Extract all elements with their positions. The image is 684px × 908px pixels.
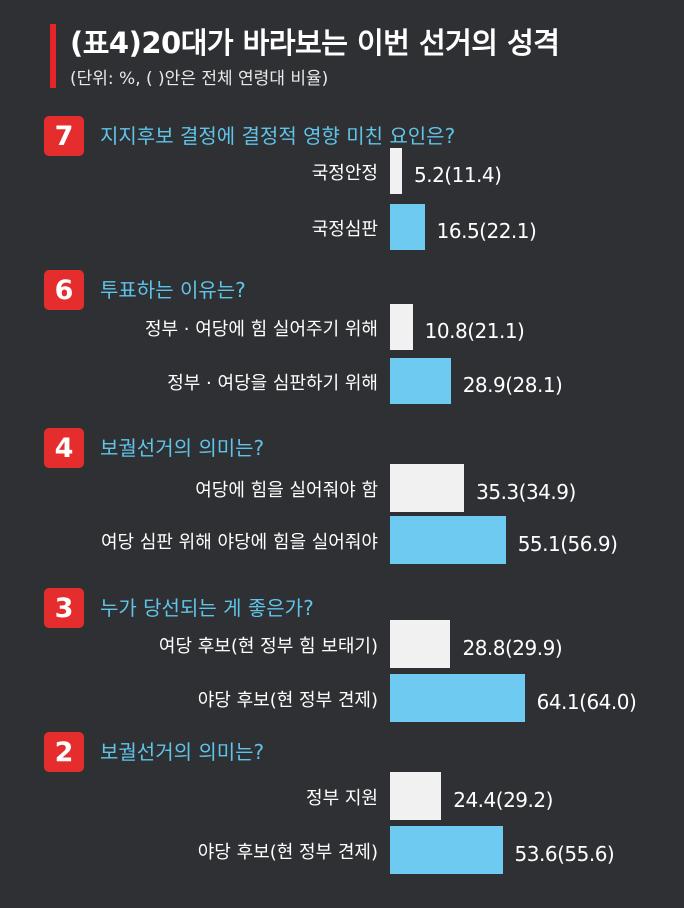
bar-blue (390, 826, 503, 874)
bar-gray (390, 148, 402, 194)
bar-blue (390, 358, 451, 404)
bar-value-label: 53.6(55.6) (514, 842, 615, 866)
bar-label: 야당 후보(현 정부 견제) (197, 690, 378, 711)
bar-value-label: 10.8(21.1) (424, 319, 525, 343)
question-number-badge: 2 (44, 732, 84, 772)
question-section: 2 보궐선거의 의미는? 정부 지원 24.4(29.2) 야당 후보(현 정부 견제)… (0, 732, 684, 874)
bar-value-label: 28.8(29.9) (462, 636, 563, 660)
bar-label: 정부 · 여당을 심판하기 위해 (167, 373, 378, 394)
bar-value-label: 35.3(34.9) (476, 480, 576, 504)
bar-label: 여당에 힘을 실어줘야 함 (195, 480, 378, 501)
question-text: 보궐선거의 의미는? (100, 436, 265, 460)
question-number-badge: 7 (44, 116, 84, 156)
bar-blue (390, 204, 425, 250)
bar-value-label: 5.2(11.4) (414, 163, 502, 187)
bar-value-label: 16.5(22.1) (436, 219, 537, 243)
question-text: 지지후보 결정에 결정적 영향 미친 요인은? (100, 124, 456, 148)
bar-gray (390, 304, 413, 350)
bar-label: 여당 심판 위해 야당에 힘을 실어줘야 (100, 532, 378, 553)
bar-gray (390, 464, 465, 512)
bar-blue (390, 674, 525, 722)
question-section: 4 보궐선거의 의미는? 여당에 힘을 실어줘야 함 35.3(34.9) 여당 심판 … (0, 428, 684, 568)
bar-label: 야당 후보(현 정부 견제) (197, 842, 378, 863)
bar-value-label: 64.1(64.0) (536, 690, 637, 714)
title-accent-bar (50, 24, 56, 88)
question-section: 7 지지후보 결정에 결정적 영향 미친 요인은? 국정안정 5.2(11.4) 국정심… (0, 116, 684, 256)
bar-value-label: 24.4(29.2) (453, 788, 553, 812)
bar-value-label: 28.9(28.1) (462, 373, 563, 397)
bar-label: 국정안정 (311, 163, 378, 184)
bar-label: 정부 지원 (306, 788, 378, 809)
bar-label: 정부 · 여당에 힘 실어주기 위해 (144, 319, 378, 340)
bar-gray (390, 772, 442, 820)
bar-value-label: 55.1(56.9) (517, 532, 618, 556)
chart-subtitle: (단위: %, ( )안은 전체 연령대 비율) (70, 69, 329, 89)
question-text: 투표하는 이유는? (100, 278, 246, 302)
question-section: 3 누가 당선되는 게 좋은가? 여당 후보(현 정부 힘 보태기) 28.8(29.… (0, 588, 684, 728)
question-number-badge: 4 (44, 428, 84, 468)
bar-blue (390, 516, 506, 564)
bar-label: 여당 후보(현 정부 힘 보태기) (158, 636, 378, 657)
bar-label: 국정심판 (311, 219, 378, 240)
chart-header: (표4)20대가 바라보는 이번 선거의 성격 (단위: %, ( )안은 전체… (0, 20, 684, 92)
chart-title: (표4)20대가 바라보는 이번 선거의 성격 (70, 26, 560, 60)
question-number-badge: 3 (44, 588, 84, 628)
bar-gray (390, 620, 451, 668)
question-number-badge: 6 (44, 270, 84, 310)
question-text: 보궐선거의 의미는? (100, 740, 265, 764)
question-section: 6 투표하는 이유는? 정부 · 여당에 힘 실어주기 위해 10.8(21.1) 정부… (0, 270, 684, 410)
question-text: 누가 당선되는 게 좋은가? (100, 596, 314, 620)
